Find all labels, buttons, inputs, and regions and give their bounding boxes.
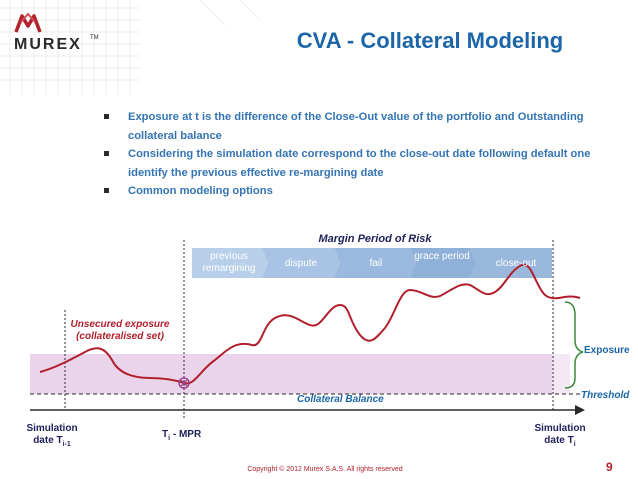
exposure-curve bbox=[39, 263, 581, 385]
simulation-date-label: Simulation date Ti bbox=[530, 423, 590, 451]
page-title: CVA - Collateral Modeling bbox=[296, 28, 564, 53]
simulation-date-prev-line2: date T bbox=[33, 435, 63, 446]
collateralised-shade-tail bbox=[552, 354, 570, 394]
simulation-date-prev-sub: i-1 bbox=[62, 441, 71, 448]
time-axis-arrow-icon bbox=[575, 405, 585, 415]
bullet-item: Considering the simulation date correspo… bbox=[102, 145, 622, 182]
segment-dispute bbox=[262, 248, 340, 278]
bullet-item: Exposure at t is the difference of the C… bbox=[102, 108, 622, 145]
logo-trademark: TM bbox=[90, 35, 99, 41]
mpr-date-sub: i bbox=[168, 435, 171, 442]
simulation-date-line1: Simulation bbox=[534, 423, 586, 434]
collateral-balance-label: Collateral Balance bbox=[297, 394, 384, 405]
logo-text: MUREX bbox=[14, 36, 82, 53]
mpr-marker-cross bbox=[180, 379, 188, 387]
segment-label-previous-remargining: previous remargining bbox=[202, 251, 256, 274]
murex-logo-icon bbox=[14, 12, 42, 33]
segment-label-grace-period: grace period bbox=[414, 251, 470, 262]
bullet-item: Common modeling options bbox=[102, 182, 622, 201]
simulation-date-prev-label: Simulation date Ti-1 bbox=[22, 423, 82, 451]
exposure-brace-icon bbox=[564, 301, 584, 389]
mpr-marker-icon bbox=[178, 377, 190, 389]
simulation-date-line2: date T bbox=[544, 435, 574, 446]
segment-previous-remargining bbox=[192, 248, 268, 278]
unsecured-exposure-label: Unsecured exposure (collateralised set) bbox=[70, 319, 170, 342]
segment-label-fail: fail bbox=[369, 258, 383, 269]
segment-label-dispute: dispute bbox=[284, 258, 318, 269]
mpr-date-label: Ti - MPR bbox=[162, 429, 201, 445]
simulation-date-sub: i bbox=[573, 441, 576, 448]
page-number: 9 bbox=[606, 460, 613, 474]
collateralised-shade bbox=[30, 354, 552, 394]
segment-fail bbox=[334, 248, 416, 278]
threshold-label: Threshold bbox=[581, 390, 630, 401]
mpr-date-suffix: - MPR bbox=[170, 429, 202, 440]
mpr-date-t: T bbox=[162, 429, 169, 440]
bullet-list: Exposure at t is the difference of the C… bbox=[102, 108, 622, 201]
segment-label-close-out: close-out bbox=[495, 258, 537, 269]
copyright-footer: Copyright © 2012 Murex S.A.S. All rights… bbox=[247, 466, 403, 473]
exposure-label: Exposure bbox=[584, 345, 630, 356]
segment-grace-period bbox=[410, 248, 476, 278]
simulation-date-prev-line1: Simulation bbox=[26, 423, 78, 434]
margin-period-label: Margin Period of Risk bbox=[318, 233, 432, 245]
